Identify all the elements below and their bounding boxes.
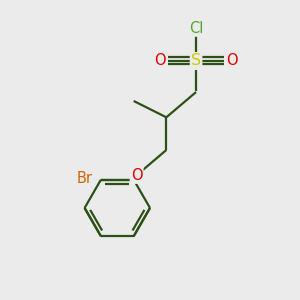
Text: Cl: Cl xyxy=(189,21,203,36)
Text: Br: Br xyxy=(76,171,93,186)
Text: S: S xyxy=(191,53,201,68)
Text: O: O xyxy=(226,53,238,68)
Text: O: O xyxy=(154,53,166,68)
Text: O: O xyxy=(131,168,142,183)
